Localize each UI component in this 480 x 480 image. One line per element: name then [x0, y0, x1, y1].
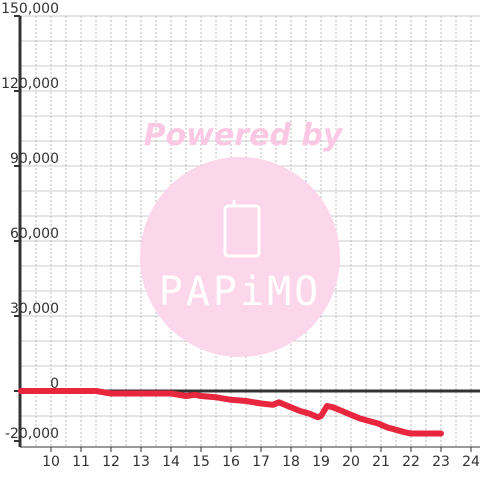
watermark: Powered by PAPiMO [140, 118, 344, 357]
x-tick-label: 22 [402, 454, 420, 470]
y-tick-label: 0 [50, 376, 59, 392]
x-tick-label: 23 [432, 454, 450, 470]
x-tick-label: 17 [252, 454, 270, 470]
x-tick-label: 14 [162, 454, 180, 470]
x-tick-label: 20 [342, 454, 360, 470]
y-tick-label: 120,000 [1, 76, 59, 92]
phone-icon [223, 204, 261, 258]
y-tick-label: 150,000 [1, 1, 59, 17]
series [18, 388, 444, 437]
x-tick-label: 15 [192, 454, 210, 470]
y-tick-label: 30,000 [10, 301, 59, 317]
x-tick-label: 10 [42, 454, 60, 470]
tick-labels: 150,000 120,000 90,000 60,000 30,000 0 -20,000… [1, 1, 480, 470]
y-tick-label: 90,000 [10, 151, 59, 167]
x-tick-label: 11 [72, 454, 90, 470]
y-tick-label: -20,000 [5, 426, 59, 442]
series-line [18, 388, 444, 437]
x-tick-label: 12 [102, 454, 120, 470]
x-tick-label: 24 [462, 454, 480, 470]
x-tick-label: 18 [282, 454, 300, 470]
x-tick-label: 13 [132, 454, 150, 470]
watermark-powered-text: Powered by [144, 118, 344, 153]
x-tick-label: 21 [372, 454, 390, 470]
x-tick-label: 19 [312, 454, 330, 470]
y-tick-label: 60,000 [10, 226, 59, 242]
watermark-logo-text: PAPiMO [159, 269, 322, 315]
x-tick-label: 16 [222, 454, 240, 470]
